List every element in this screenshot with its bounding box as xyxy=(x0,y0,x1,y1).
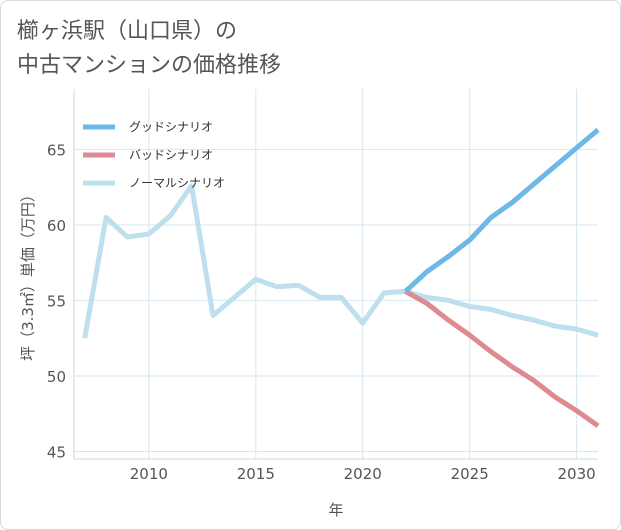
x-tick-label: 2010 xyxy=(130,465,168,483)
series-line-0 xyxy=(403,127,600,294)
y-axis-label: 坪（3.3㎡）単価（万円） xyxy=(19,187,37,361)
y-tick-label: 60 xyxy=(47,217,66,235)
chart-title-line-1: 櫛ヶ浜駅（山口県）の xyxy=(17,19,238,44)
legend-label-2: ノーマルシナリオ xyxy=(129,176,225,190)
x-tick-label: 2015 xyxy=(237,465,275,483)
y-tick-label: 50 xyxy=(47,368,66,386)
x-axis-label: 年 xyxy=(328,501,343,519)
y-tick-label: 45 xyxy=(47,443,66,461)
y-tick-label: 55 xyxy=(47,292,66,310)
series-line-1 xyxy=(404,289,600,428)
y-tick-label: 65 xyxy=(47,141,66,159)
x-tick-label: 2020 xyxy=(344,465,382,483)
grid-lines xyxy=(73,89,598,460)
chart-title-line-2: 中古マンションの価格推移 xyxy=(17,53,282,78)
tick-labels: 45 50 55 60 65 2010 2015 2020 2025 2030 xyxy=(47,141,596,483)
chart-title: 櫛ヶ浜駅（山口県）の 中古マンションの価格推移 xyxy=(17,15,281,83)
x-tick-label: 2025 xyxy=(451,465,489,483)
x-tick-label: 2030 xyxy=(558,465,596,483)
series-lines xyxy=(82,127,600,428)
legend-label-1: バッドシナリオ xyxy=(129,148,213,162)
series-line-2 xyxy=(82,183,599,339)
legend-label-0: グッドシナリオ xyxy=(129,120,213,134)
